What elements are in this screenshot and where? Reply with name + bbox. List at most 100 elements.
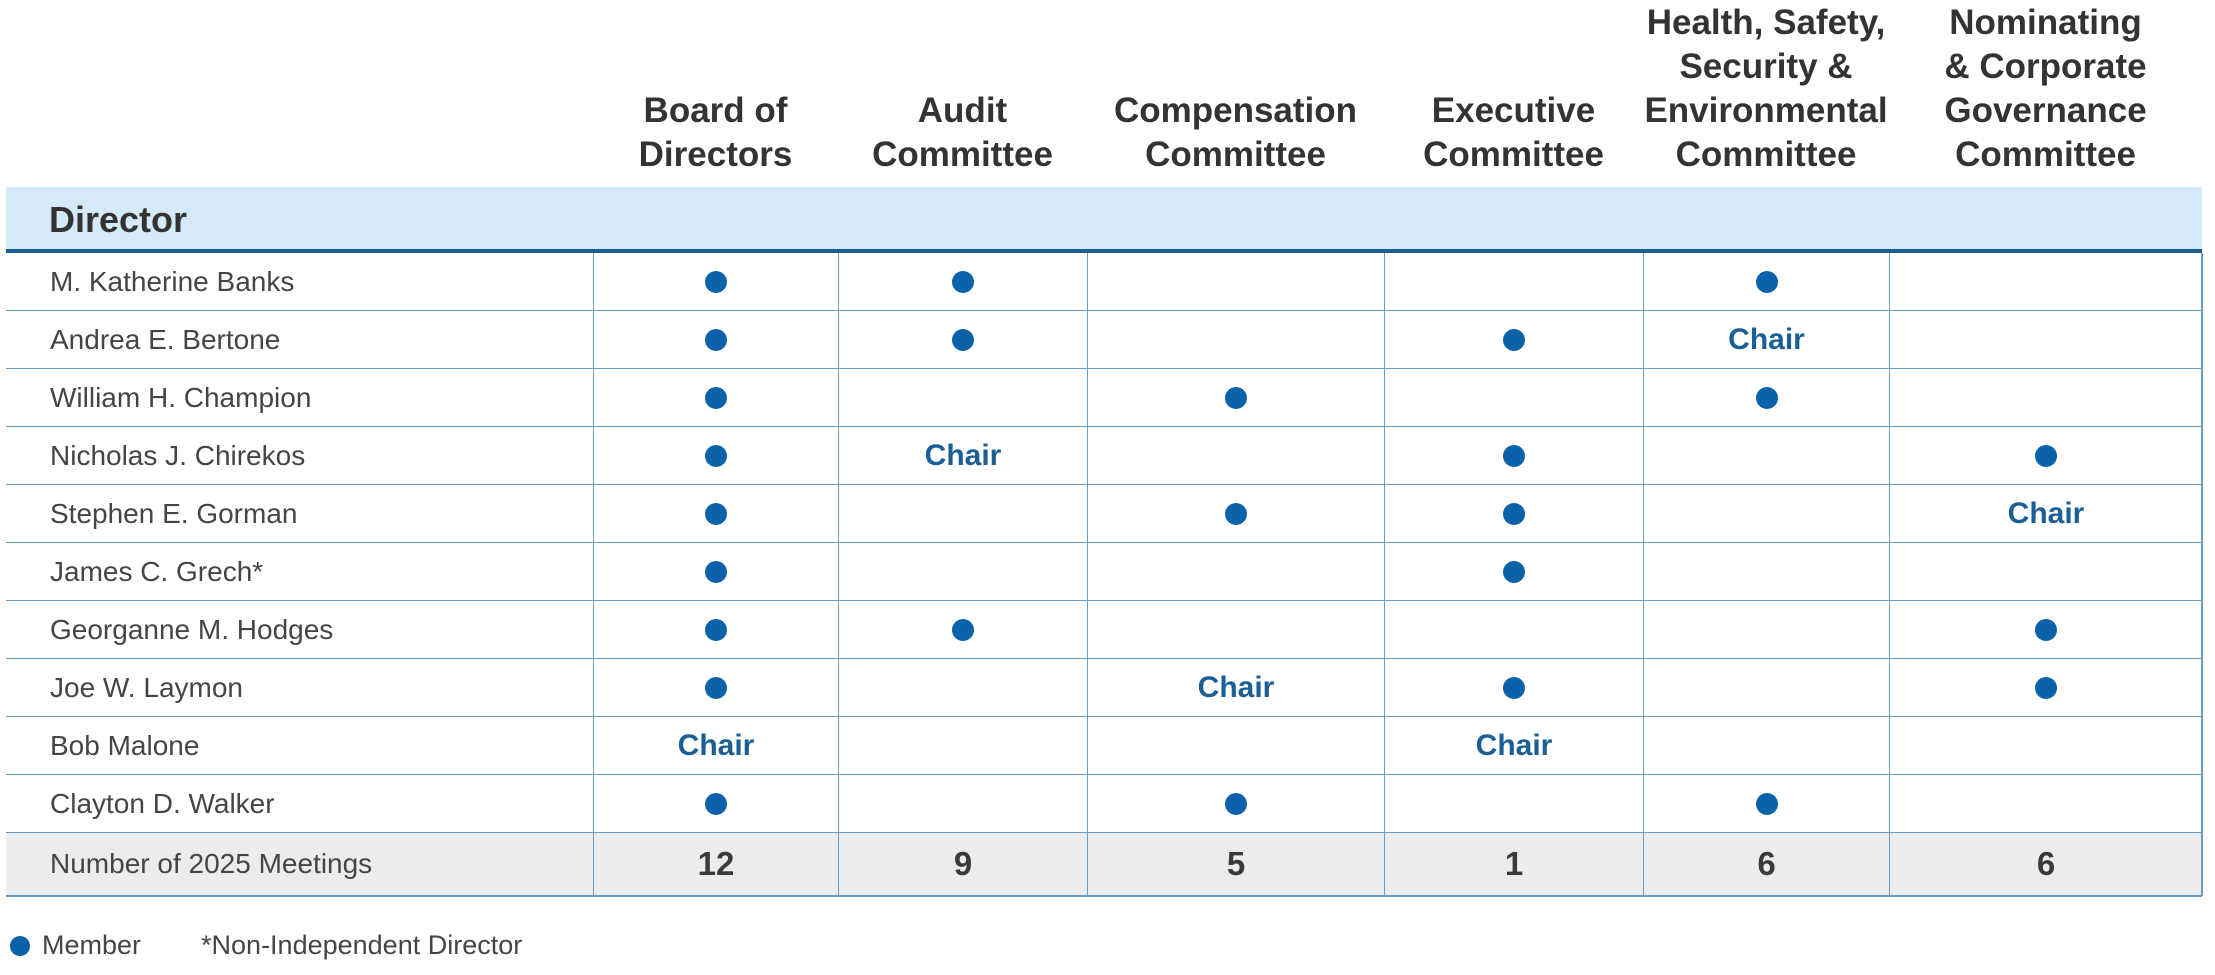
director-row: Andrea E. Bertone Chair (6, 311, 2202, 369)
legend-non-independent-note: *Non-Independent Director (201, 930, 523, 960)
meeting-count: 6 (2036, 845, 2056, 882)
meeting-count: 1 (1504, 845, 1524, 882)
member-dot-icon (1755, 270, 1778, 293)
cell-audit (838, 659, 1087, 716)
member-dot-icon (1225, 386, 1247, 409)
cell-hsse (1643, 485, 1889, 542)
cell-board (593, 485, 838, 542)
member-dot-icon (705, 270, 727, 293)
cell-nominating (1889, 601, 2202, 658)
chair-label: Chair (1475, 728, 1553, 762)
director-header-band: Director (6, 187, 2202, 253)
cell-executive (1384, 427, 1643, 484)
cell-hsse (1643, 369, 1889, 426)
cell-hsse (1643, 543, 1889, 600)
cell-executive: Chair (1384, 717, 1643, 774)
cell-hsse (1643, 253, 1889, 310)
cell-executive (1384, 659, 1643, 716)
cell-nominating (1889, 717, 2202, 774)
cell-compensation (1087, 775, 1384, 832)
cell-audit (838, 253, 1087, 310)
cell-nominating (1889, 369, 2202, 426)
cell-audit (838, 601, 1087, 658)
director-row: William H. Champion (6, 369, 2202, 427)
member-dot-icon (705, 444, 727, 467)
cell-hsse (1643, 659, 1889, 716)
meetings-row: Number of 2025 Meetings 12 9 5 1 6 6 (6, 833, 2202, 897)
cell-nominating (1889, 427, 2202, 484)
cell-executive (1384, 369, 1643, 426)
member-dot-icon (1755, 792, 1778, 815)
cell-hsse (1643, 427, 1889, 484)
chair-label: Chair (677, 728, 755, 762)
director-name: Nicholas J. Chirekos (50, 439, 306, 471)
cell-compensation (1087, 253, 1384, 310)
cell-audit (838, 369, 1087, 426)
cell-board (593, 311, 838, 368)
cell-board (593, 775, 838, 832)
director-row: Joe W. Laymon Chair (6, 659, 2202, 717)
cell-board (593, 543, 838, 600)
cell-hsse: 6 (1643, 833, 1889, 895)
legend: Member *Non-Independent Director (10, 930, 522, 961)
cell-audit: 9 (838, 833, 1087, 895)
cell-compensation (1087, 311, 1384, 368)
legend-member-label: Member (42, 930, 142, 960)
member-dot-icon (952, 328, 974, 351)
column-header-audit: Audit Committee (872, 91, 1053, 174)
meeting-count: 5 (1226, 845, 1246, 882)
cell-board (593, 253, 838, 310)
chair-label: Chair (2007, 496, 2085, 530)
cell-executive (1384, 601, 1643, 658)
column-header-compensation: Compensation Committee (1113, 91, 1358, 174)
table-right-border (2201, 253, 2203, 896)
member-dot-icon (1503, 502, 1525, 525)
director-name: Georganne M. Hodges (50, 613, 334, 645)
member-dot-icon (1503, 444, 1525, 467)
cell-audit (838, 543, 1087, 600)
meeting-count: 12 (697, 845, 735, 882)
director-row: M. Katherine Banks (6, 253, 2202, 311)
director-name: William H. Champion (50, 381, 312, 413)
cell-audit (838, 311, 1087, 368)
member-dot-icon (705, 560, 727, 583)
column-header-executive: Executive Committee (1423, 91, 1604, 174)
cell-audit (838, 717, 1087, 774)
chair-label: Chair (1197, 670, 1275, 704)
member-dot-icon (1503, 328, 1525, 351)
cell-executive (1384, 253, 1643, 310)
cell-executive (1384, 485, 1643, 542)
director-name: Andrea E. Bertone (50, 323, 281, 355)
member-dot-icon (1225, 792, 1247, 815)
cell-audit: Chair (838, 427, 1087, 484)
cell-executive (1384, 543, 1643, 600)
cell-compensation (1087, 543, 1384, 600)
cell-hsse (1643, 717, 1889, 774)
director-row: James C. Grech* (6, 543, 2202, 601)
cell-board (593, 601, 838, 658)
cell-nominating (1889, 659, 2202, 716)
member-dot-icon (2035, 444, 2057, 467)
member-dot-icon (705, 676, 727, 699)
cell-hsse (1643, 601, 1889, 658)
cell-nominating (1889, 253, 2202, 310)
director-column-label: Director (49, 199, 188, 240)
cell-compensation: 5 (1087, 833, 1384, 895)
cell-hsse (1643, 775, 1889, 832)
director-name: Clayton D. Walker (50, 787, 275, 819)
cell-nominating (1889, 311, 2202, 368)
cell-compensation (1087, 485, 1384, 542)
director-row: Nicholas J. Chirekos Chair (6, 427, 2202, 485)
cell-board (593, 427, 838, 484)
cell-compensation (1087, 369, 1384, 426)
committee-membership-table: M. Katherine Banks Andrea E. Bertone Chair… (6, 253, 2202, 897)
meeting-count: 9 (953, 845, 973, 882)
member-dot-icon (1755, 386, 1778, 409)
member-dot-icon (1503, 560, 1525, 583)
member-dot-icon (952, 270, 974, 293)
cell-audit (838, 775, 1087, 832)
cell-compensation (1087, 717, 1384, 774)
meeting-count: 6 (1757, 845, 1776, 882)
cell-compensation: Chair (1087, 659, 1384, 716)
cell-nominating (1889, 543, 2202, 600)
